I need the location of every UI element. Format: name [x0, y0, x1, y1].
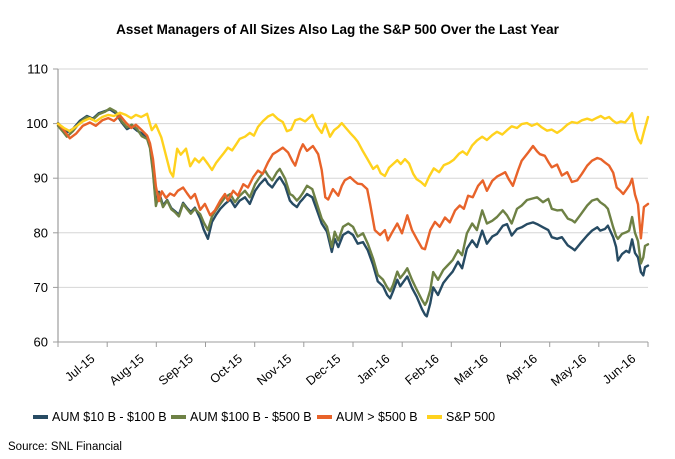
y-tick-label: 80: [34, 225, 48, 240]
series-line-aum-100-500: [56, 107, 650, 307]
y-tick-label: 100: [26, 116, 48, 131]
legend-item-sp500: S&P 500: [427, 408, 495, 426]
legend-label: AUM $10 B - $100 B: [52, 410, 167, 424]
x-tick-label: Feb-16: [402, 352, 441, 388]
legend-label: AUM > $500 B: [336, 410, 418, 424]
x-tick-label: Mar-16: [451, 352, 490, 388]
x-tick-label: May-16: [548, 352, 589, 390]
x-tick-label: Jun-16: [600, 352, 638, 387]
legend-label: AUM $100 B - $500 B: [190, 410, 312, 424]
legend-swatch-aum-over-500: [317, 415, 332, 419]
y-tick-label: 60: [34, 335, 48, 350]
x-tick-label: Aug-15: [107, 352, 147, 389]
x-tick-label: Dec-15: [303, 352, 343, 389]
chart-legend: AUM $10 B - $100 B AUM $100 B - $500 B AUM…: [0, 408, 675, 428]
legend-item-aum-over-500: AUM > $500 B: [317, 408, 418, 426]
y-tick-label: 110: [27, 62, 48, 77]
x-tick-label: Jan-16: [354, 352, 392, 387]
y-tick-label: 90: [34, 171, 48, 186]
legend-label: S&P 500: [446, 410, 496, 424]
x-tick-label: Jul-15: [62, 352, 97, 385]
chart-plot: 60 70 80 90 100 110 Jul-15 Aug-15 Sep-15 Oct-15 No…: [26, 62, 650, 390]
x-tick-label: Nov-15: [254, 352, 294, 389]
legend-swatch-aum-10-100: [33, 415, 48, 419]
x-tick-label: Sep-15: [156, 352, 196, 389]
series-line-aum-over-500: [56, 114, 650, 251]
legend-swatch-sp500: [427, 415, 442, 419]
y-tick-label: 70: [34, 280, 48, 295]
legend-swatch-aum-100-500: [171, 415, 186, 419]
x-tick-label: Oct-15: [207, 352, 245, 387]
chart-title: Asset Managers of All Sizes Also Lag the…: [116, 22, 559, 37]
series-line-sp500: [56, 111, 650, 188]
legend-item-aum-100-500: AUM $100 B - $500 B: [171, 408, 312, 426]
source-note: Source: SNL Financial: [8, 441, 122, 453]
legend-item-aum-10-100: AUM $10 B - $100 B: [33, 408, 167, 426]
x-tick-label: Apr-16: [502, 352, 540, 387]
